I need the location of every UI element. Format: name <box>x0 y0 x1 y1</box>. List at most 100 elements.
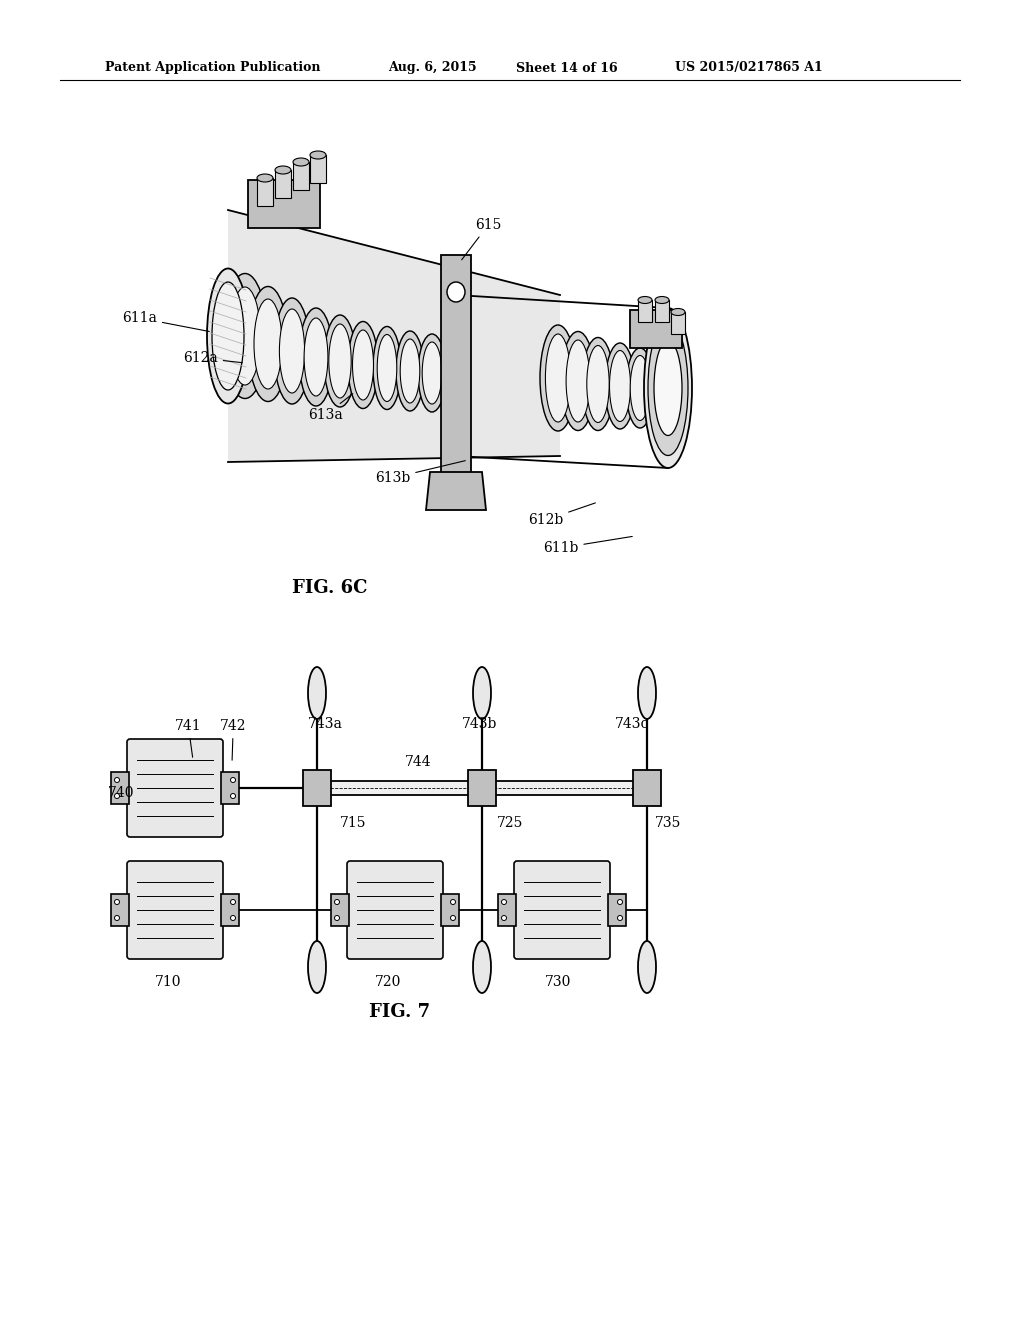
Ellipse shape <box>212 282 244 389</box>
Ellipse shape <box>617 916 623 920</box>
Text: 735: 735 <box>655 816 681 830</box>
Ellipse shape <box>609 351 631 421</box>
Ellipse shape <box>348 322 378 408</box>
Bar <box>111 894 129 927</box>
Ellipse shape <box>671 309 685 315</box>
Bar <box>638 300 652 322</box>
Text: 715: 715 <box>340 816 367 830</box>
Ellipse shape <box>304 318 328 396</box>
Ellipse shape <box>655 297 669 304</box>
Ellipse shape <box>335 899 340 904</box>
Ellipse shape <box>293 158 309 166</box>
Ellipse shape <box>502 916 507 920</box>
Ellipse shape <box>329 323 351 399</box>
Ellipse shape <box>638 297 652 304</box>
Ellipse shape <box>540 325 575 432</box>
Polygon shape <box>426 473 486 510</box>
Bar <box>293 162 309 190</box>
FancyBboxPatch shape <box>127 861 223 960</box>
Ellipse shape <box>230 899 236 904</box>
Bar <box>248 180 319 228</box>
Text: Patent Application Publication: Patent Application Publication <box>105 62 321 74</box>
Ellipse shape <box>310 150 326 158</box>
Ellipse shape <box>546 334 570 422</box>
Ellipse shape <box>473 941 490 993</box>
Polygon shape <box>228 210 560 462</box>
Text: 740: 740 <box>108 785 134 800</box>
Bar <box>671 312 685 334</box>
Text: 612a: 612a <box>183 351 243 366</box>
Bar <box>303 770 331 807</box>
Ellipse shape <box>115 793 120 799</box>
Bar <box>221 894 239 927</box>
Ellipse shape <box>377 334 397 401</box>
Ellipse shape <box>115 916 120 920</box>
Ellipse shape <box>587 346 609 422</box>
Ellipse shape <box>418 334 446 412</box>
Ellipse shape <box>561 331 595 430</box>
Bar <box>655 300 669 322</box>
Ellipse shape <box>230 916 236 920</box>
Ellipse shape <box>308 667 326 719</box>
Ellipse shape <box>451 916 456 920</box>
Text: 720: 720 <box>375 975 401 989</box>
Ellipse shape <box>626 348 654 428</box>
Ellipse shape <box>502 899 507 904</box>
Text: US 2015/0217865 A1: US 2015/0217865 A1 <box>675 62 822 74</box>
Text: 743b: 743b <box>462 717 498 731</box>
Ellipse shape <box>275 166 291 174</box>
Text: 615: 615 <box>462 218 502 260</box>
Text: 613b: 613b <box>375 461 465 484</box>
Ellipse shape <box>324 315 356 407</box>
Ellipse shape <box>648 321 688 455</box>
Ellipse shape <box>451 899 456 904</box>
Ellipse shape <box>654 341 682 436</box>
Ellipse shape <box>373 326 401 409</box>
Bar <box>257 178 273 206</box>
Bar <box>275 170 291 198</box>
Text: 744: 744 <box>406 755 432 770</box>
Text: 743c: 743c <box>615 717 649 731</box>
Text: 730: 730 <box>545 975 571 989</box>
Ellipse shape <box>396 331 424 411</box>
Bar <box>111 772 129 804</box>
Ellipse shape <box>582 338 614 430</box>
Text: 612b: 612b <box>528 503 595 527</box>
Ellipse shape <box>422 342 441 404</box>
Ellipse shape <box>257 174 273 182</box>
Bar <box>498 894 516 927</box>
Text: Aug. 6, 2015: Aug. 6, 2015 <box>388 62 476 74</box>
Ellipse shape <box>335 916 340 920</box>
Text: FIG. 7: FIG. 7 <box>370 1003 430 1020</box>
Ellipse shape <box>617 899 623 904</box>
Ellipse shape <box>280 309 304 393</box>
Ellipse shape <box>230 777 236 783</box>
Ellipse shape <box>248 286 288 401</box>
Text: Sheet 14 of 16: Sheet 14 of 16 <box>516 62 617 74</box>
Ellipse shape <box>447 282 465 302</box>
Bar <box>221 772 239 804</box>
FancyBboxPatch shape <box>514 861 610 960</box>
Ellipse shape <box>638 667 656 719</box>
Ellipse shape <box>638 941 656 993</box>
Bar <box>331 894 349 927</box>
Bar <box>468 770 496 807</box>
Text: 741: 741 <box>175 719 202 758</box>
Text: 725: 725 <box>497 816 523 830</box>
Text: FIG. 6C: FIG. 6C <box>292 579 368 597</box>
Ellipse shape <box>400 339 420 403</box>
Text: 611b: 611b <box>543 536 632 554</box>
Ellipse shape <box>605 343 635 429</box>
Ellipse shape <box>254 300 282 389</box>
Ellipse shape <box>115 899 120 904</box>
Text: 710: 710 <box>155 975 181 989</box>
Ellipse shape <box>115 777 120 783</box>
Ellipse shape <box>207 268 249 404</box>
Text: 743a: 743a <box>308 717 343 731</box>
Bar <box>630 310 682 348</box>
Text: 742: 742 <box>220 719 247 760</box>
Ellipse shape <box>566 341 590 422</box>
Ellipse shape <box>644 308 692 469</box>
Ellipse shape <box>308 941 326 993</box>
FancyBboxPatch shape <box>127 739 223 837</box>
